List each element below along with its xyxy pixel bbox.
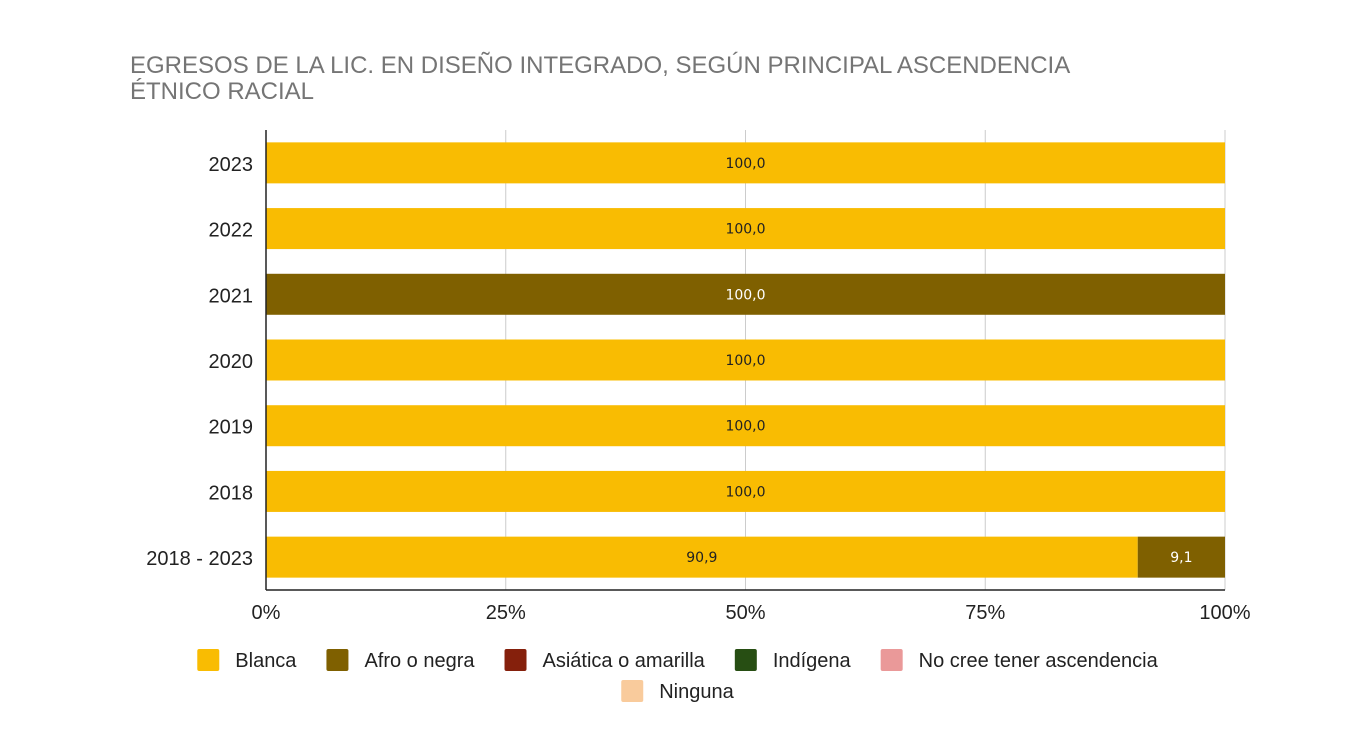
legend-item-blanca[interactable]: Blanca xyxy=(197,649,297,672)
legend-item-ninguna[interactable]: Ninguna xyxy=(621,680,735,703)
data-label-2020-blanca: 100,0 xyxy=(725,353,765,369)
x-tick-label-0: 0% xyxy=(252,602,281,624)
legend-label-afro-o-negra: Afro o negra xyxy=(364,650,475,672)
data-label-2021-afro-o-negra: 100,0 xyxy=(725,287,765,303)
bar-2022-blanca[interactable] xyxy=(266,208,1225,250)
x-tick-label-2: 50% xyxy=(725,602,765,624)
bar-2021-afro-o-negra[interactable] xyxy=(266,273,1225,315)
y-tick-label-2018: 2018 xyxy=(209,482,254,504)
y-tick-label-2019: 2019 xyxy=(209,417,254,439)
legend-swatch-asiatica-o-amarilla xyxy=(504,649,527,671)
data-label-2018-2023-afro-o-negra: 9,1 xyxy=(1170,550,1192,566)
bar-2020-blanca[interactable] xyxy=(266,339,1225,381)
legend-swatch-afro-o-negra xyxy=(326,649,349,671)
bars: 100,0 100,0 100,0 100,0 100,0 100,0 90,9 9,1 xyxy=(266,142,1225,578)
data-label-2018-blanca: 100,0 xyxy=(725,484,765,500)
bar-2018-2023-blanca[interactable] xyxy=(266,536,1138,578)
legend-item-indigena[interactable]: Indígena xyxy=(734,649,852,672)
legend-swatch-indigena xyxy=(734,649,757,671)
legend-label-blanca: Blanca xyxy=(235,650,297,672)
data-label-2019-blanca: 100,0 xyxy=(725,419,765,435)
y-axis-labels: 2023 2022 2021 2020 2019 2018 2018 - 2023 xyxy=(146,154,253,570)
x-tick-label-1: 25% xyxy=(486,602,526,624)
legend-item-asiatica-o-amarilla[interactable]: Asiática o amarilla xyxy=(504,649,706,672)
y-tick-label-2021: 2021 xyxy=(209,285,254,307)
legend-item-no-cree-tener-ascendencia[interactable]: No cree tener ascendencia xyxy=(880,649,1159,672)
x-axis-labels: 0% 25% 50% 75% 100% xyxy=(252,602,1251,624)
chart-title-line-2: ÉTNICO RACIAL xyxy=(130,78,315,105)
data-label-2022-blanca: 100,0 xyxy=(725,222,765,238)
legend[interactable]: Blanca Afro o negra Asiática o amarilla Ind… xyxy=(197,649,1159,703)
legend-item-afro-o-negra[interactable]: Afro o negra xyxy=(326,649,475,672)
y-tick-label-2020: 2020 xyxy=(209,351,254,373)
legend-swatch-blanca xyxy=(197,649,220,671)
legend-label-indigena: Indígena xyxy=(773,650,852,672)
x-tick-label-4: 100% xyxy=(1199,602,1250,624)
bar-2018-blanca[interactable] xyxy=(266,470,1225,512)
legend-swatch-ninguna xyxy=(621,680,644,702)
y-tick-label-2022: 2022 xyxy=(209,220,254,242)
legend-label-no-cree-tener-ascendencia: No cree tener ascendencia xyxy=(919,650,1159,672)
bar-2023-blanca[interactable] xyxy=(266,142,1225,184)
data-label-2018-2023-blanca: 90,9 xyxy=(686,550,717,566)
axes xyxy=(265,130,1225,591)
x-tick-label-3: 75% xyxy=(965,602,1005,624)
bar-2018-2023-afro-o-negra[interactable] xyxy=(1137,536,1225,578)
y-tick-label-2018-2023: 2018 - 2023 xyxy=(146,548,253,570)
legend-swatch-no-cree-tener-ascendencia xyxy=(880,649,903,671)
legend-label-asiatica-o-amarilla: Asiática o amarilla xyxy=(543,650,706,672)
y-tick-label-2023: 2023 xyxy=(209,154,254,176)
bar-2019-blanca[interactable] xyxy=(266,405,1225,447)
chart-title-line-1: EGRESOS DE LA LIC. EN DISEÑO INTEGRADO, … xyxy=(130,52,1071,79)
legend-label-ninguna: Ninguna xyxy=(659,681,734,703)
data-label-2023-blanca: 100,0 xyxy=(725,156,765,172)
